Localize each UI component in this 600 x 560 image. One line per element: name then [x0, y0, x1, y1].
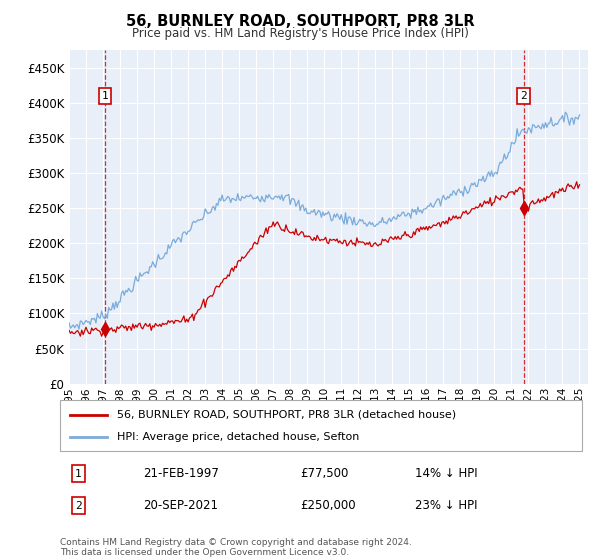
Text: 56, BURNLEY ROAD, SOUTHPORT, PR8 3LR (detached house): 56, BURNLEY ROAD, SOUTHPORT, PR8 3LR (de…: [118, 409, 457, 419]
Text: 23% ↓ HPI: 23% ↓ HPI: [415, 499, 478, 512]
Text: 1: 1: [75, 469, 82, 479]
Text: 2: 2: [75, 501, 82, 511]
Text: HPI: Average price, detached house, Sefton: HPI: Average price, detached house, Seft…: [118, 432, 360, 442]
Text: 21-FEB-1997: 21-FEB-1997: [143, 467, 220, 480]
Text: 1: 1: [101, 91, 109, 101]
Text: 2: 2: [520, 91, 527, 101]
Text: 56, BURNLEY ROAD, SOUTHPORT, PR8 3LR: 56, BURNLEY ROAD, SOUTHPORT, PR8 3LR: [125, 14, 475, 29]
Text: £77,500: £77,500: [300, 467, 349, 480]
Text: £250,000: £250,000: [300, 499, 356, 512]
Text: Price paid vs. HM Land Registry's House Price Index (HPI): Price paid vs. HM Land Registry's House …: [131, 27, 469, 40]
Text: 14% ↓ HPI: 14% ↓ HPI: [415, 467, 478, 480]
Text: Contains HM Land Registry data © Crown copyright and database right 2024.
This d: Contains HM Land Registry data © Crown c…: [60, 538, 412, 557]
Text: 20-SEP-2021: 20-SEP-2021: [143, 499, 218, 512]
